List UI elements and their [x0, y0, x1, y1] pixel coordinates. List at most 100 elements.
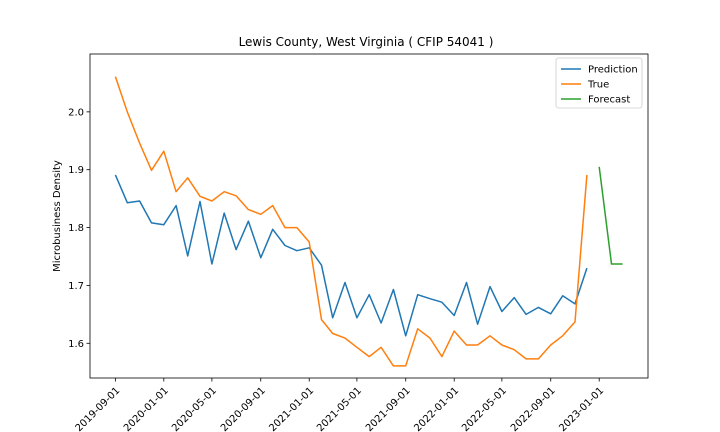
data-point-true — [223, 191, 225, 193]
data-point-true — [477, 344, 479, 346]
legend-label: Forecast — [588, 95, 630, 106]
data-point-prediction — [501, 310, 503, 312]
data-point-forecast — [598, 166, 600, 168]
data-point-prediction — [477, 323, 479, 325]
plot-area — [89, 53, 649, 379]
data-point-true — [260, 213, 262, 215]
data-point-true — [453, 330, 455, 332]
data-point-prediction — [525, 313, 527, 315]
data-point-prediction — [163, 224, 165, 226]
data-point-true — [586, 174, 588, 176]
data-point-true — [187, 177, 189, 179]
data-point-prediction — [139, 200, 141, 202]
data-point-true — [550, 344, 552, 346]
y-tick-label: 2.0 — [68, 107, 84, 118]
data-point-prediction — [453, 315, 455, 317]
data-point-true — [344, 337, 346, 339]
data-point-true — [114, 76, 116, 78]
data-point-prediction — [187, 255, 189, 257]
data-point-true — [126, 111, 128, 113]
data-point-true — [489, 335, 491, 337]
legend-box — [555, 57, 643, 109]
data-point-prediction — [489, 286, 491, 288]
data-point-prediction — [380, 322, 382, 324]
data-point-prediction — [175, 205, 177, 207]
data-point-prediction — [284, 245, 286, 247]
data-point-true — [368, 356, 370, 358]
data-point-true — [247, 209, 249, 211]
data-point-true — [321, 319, 323, 321]
data-point-true — [574, 321, 576, 323]
data-point-prediction — [550, 313, 552, 315]
data-point-true — [392, 365, 394, 367]
data-point-prediction — [296, 250, 298, 252]
data-point-true — [296, 227, 298, 229]
data-point-true — [272, 205, 274, 207]
series-line-prediction — [114, 174, 588, 337]
y-axis: 1.6 1.7 1.8 1.9 2.0 — [68, 107, 90, 350]
data-point-true — [211, 200, 213, 202]
data-point-true — [562, 335, 564, 337]
data-point-prediction — [513, 297, 515, 299]
series-lines — [114, 76, 623, 367]
series-line-forecast — [598, 166, 623, 265]
data-point-prediction — [405, 335, 407, 337]
data-point-prediction — [356, 317, 358, 319]
chart-title: Lewis County, West Virginia ( CFIP 54041… — [239, 35, 494, 49]
data-point-prediction — [272, 228, 274, 230]
data-point-true — [139, 142, 141, 144]
data-point-true — [525, 358, 527, 360]
data-point-true — [405, 365, 407, 367]
data-point-prediction — [332, 317, 334, 319]
data-point-true — [466, 344, 468, 346]
data-point-prediction — [466, 282, 468, 284]
data-point-true — [417, 328, 419, 330]
data-point-prediction — [151, 222, 153, 224]
data-point-forecast — [622, 263, 624, 265]
data-point-prediction — [211, 263, 213, 265]
data-point-true — [429, 337, 431, 339]
data-point-true — [151, 169, 153, 171]
y-tick-label: 1.8 — [68, 223, 84, 234]
series-line-true — [114, 76, 588, 367]
data-point-true — [441, 356, 443, 358]
data-point-true — [163, 150, 165, 152]
data-point-true — [235, 195, 237, 197]
data-point-prediction — [429, 298, 431, 300]
data-point-prediction — [392, 288, 394, 290]
y-tick-label: 1.7 — [68, 281, 84, 292]
plot-frame — [89, 53, 649, 379]
data-point-true — [308, 241, 310, 243]
y-axis-title: Microbusiness Density — [52, 160, 63, 272]
data-point-true — [332, 332, 334, 334]
legend-label: Prediction — [588, 65, 638, 76]
data-point-prediction — [321, 264, 323, 266]
data-point-prediction — [562, 295, 564, 297]
data-point-true — [513, 349, 515, 351]
data-point-prediction — [126, 202, 128, 204]
data-point-prediction — [537, 306, 539, 308]
y-tick-label: 1.6 — [68, 339, 84, 350]
data-point-true — [356, 346, 358, 348]
data-point-prediction — [368, 294, 370, 296]
y-tick-label: 1.9 — [68, 165, 84, 176]
data-point-prediction — [114, 174, 116, 176]
data-point-prediction — [441, 301, 443, 303]
legend: Prediction True Forecast — [555, 57, 643, 109]
data-point-true — [537, 358, 539, 360]
data-point-true — [501, 344, 503, 346]
data-point-prediction — [344, 282, 346, 284]
data-point-prediction — [586, 267, 588, 269]
data-point-forecast — [611, 263, 613, 265]
legend-label: True — [587, 80, 609, 91]
data-point-prediction — [223, 212, 225, 214]
data-point-prediction — [199, 201, 201, 203]
data-point-true — [175, 191, 177, 193]
data-point-prediction — [417, 294, 419, 296]
data-point-true — [284, 227, 286, 229]
data-point-true — [199, 195, 201, 197]
data-point-true — [380, 346, 382, 348]
data-point-prediction — [260, 257, 262, 259]
data-point-prediction — [247, 220, 249, 222]
